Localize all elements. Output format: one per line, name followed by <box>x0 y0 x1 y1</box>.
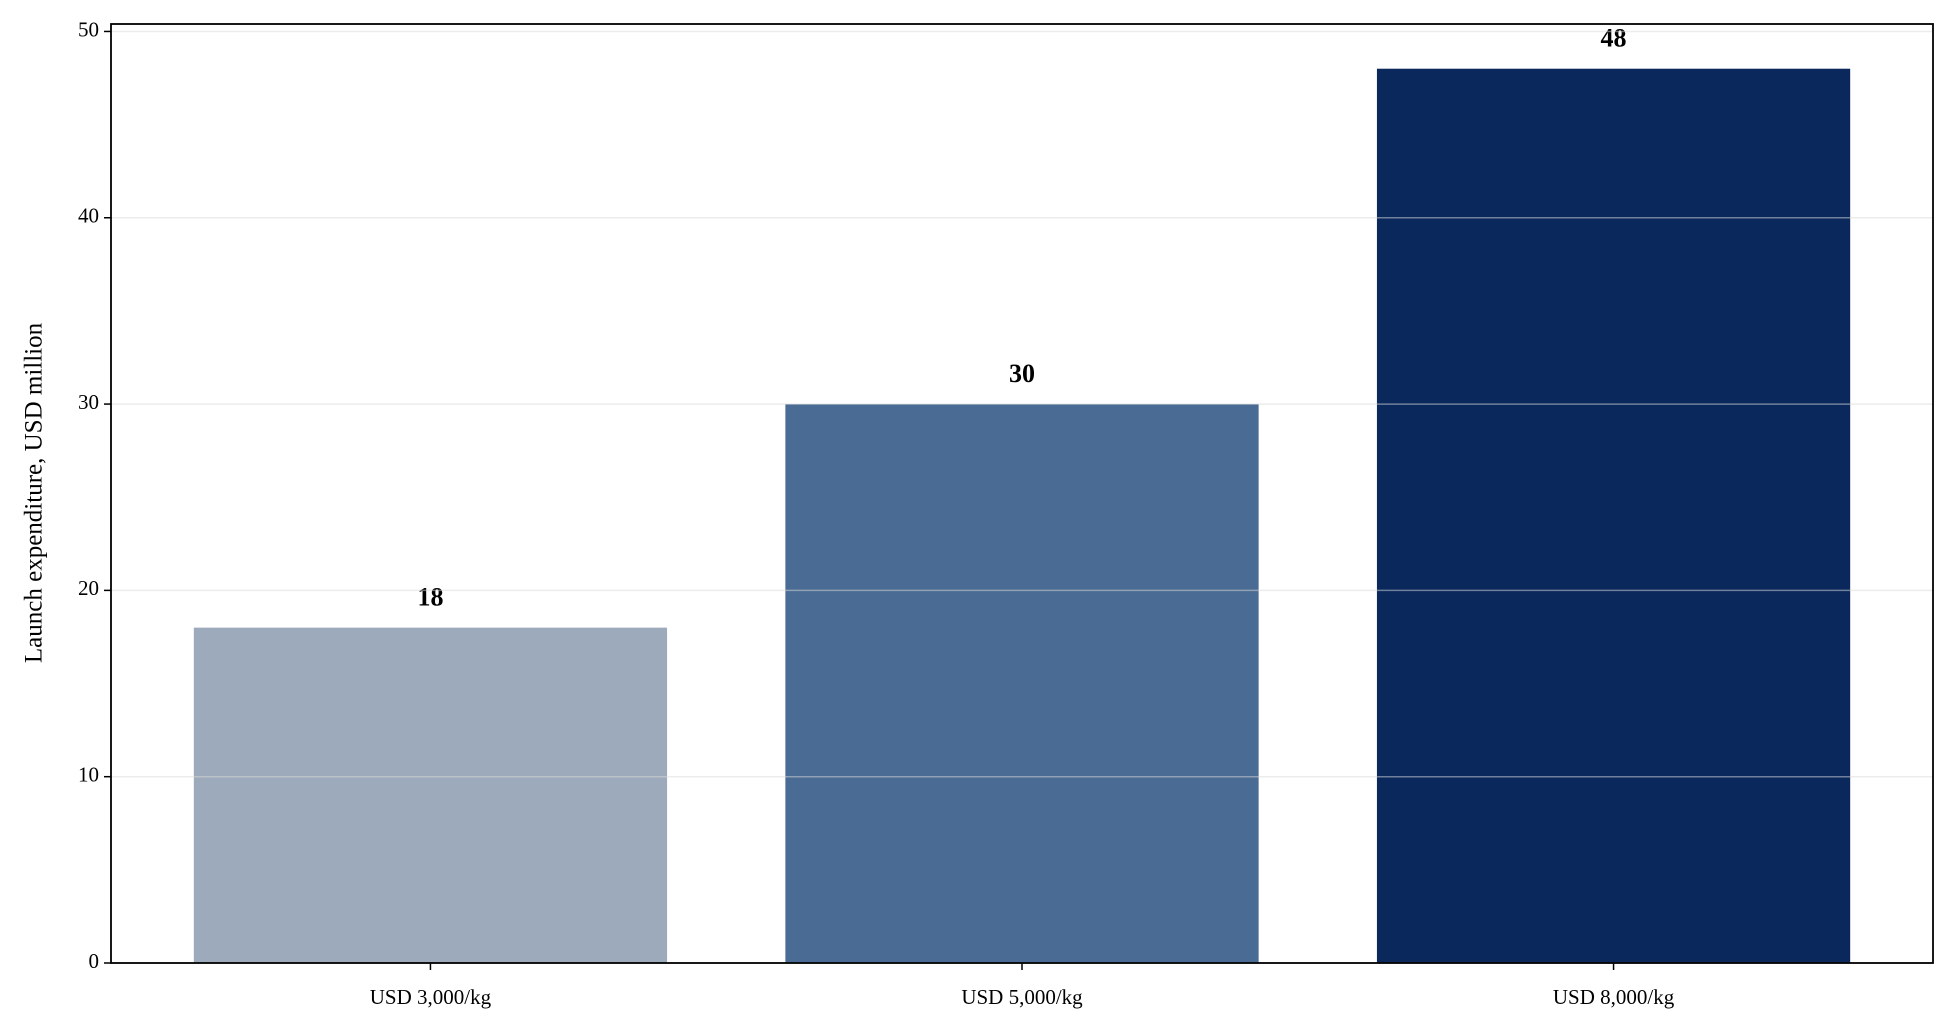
y-tick-label: 30 <box>78 390 99 414</box>
bar <box>193 627 668 963</box>
x-tick-label: USD 3,000/kg <box>370 985 492 1009</box>
y-tick-label: 10 <box>78 763 99 787</box>
value-label: 48 <box>1601 24 1627 53</box>
bar <box>1376 68 1851 963</box>
y-tick-label: 0 <box>89 949 100 973</box>
value-label: 30 <box>1009 359 1035 388</box>
value-label: 18 <box>417 583 443 612</box>
y-tick-label: 40 <box>78 204 99 228</box>
y-axis-label: Launch expenditure, USD million <box>21 322 48 663</box>
x-tick-label: USD 5,000/kg <box>961 985 1083 1009</box>
bar <box>785 404 1259 964</box>
x-tick-label: USD 8,000/kg <box>1553 985 1675 1009</box>
y-tick-label: 50 <box>78 17 99 41</box>
y-tick-label: 20 <box>78 576 99 600</box>
plot-frame <box>110 23 1934 964</box>
